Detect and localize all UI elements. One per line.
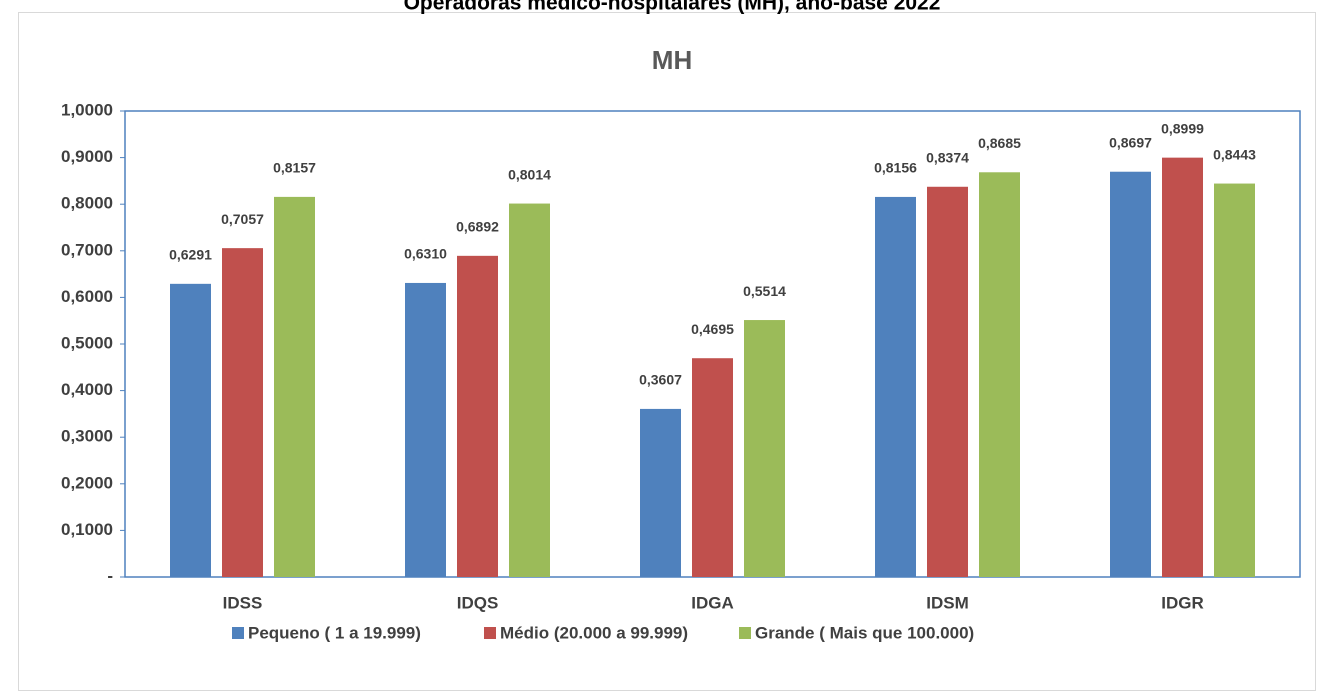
bar <box>927 186 968 577</box>
bar <box>744 320 785 577</box>
bar <box>979 172 1020 578</box>
y-tick-label: 0,5000 <box>61 333 113 352</box>
bar <box>640 408 681 577</box>
legend-label: Pequeno ( 1 a 19.999) <box>248 623 421 642</box>
value-label: 0,6291 <box>169 247 212 263</box>
bar <box>170 283 211 577</box>
y-tick-label: 1,0000 <box>61 100 113 119</box>
value-label: 0,8999 <box>1161 120 1204 136</box>
value-label: 0,3607 <box>639 372 682 388</box>
value-label: 0,8374 <box>926 149 969 165</box>
value-label: 0,8156 <box>874 160 917 176</box>
value-label: 0,6310 <box>404 246 447 262</box>
bar <box>1214 183 1255 577</box>
value-label: 0,4695 <box>691 321 734 337</box>
y-tick-label: 0,3000 <box>61 427 113 446</box>
value-label: 0,7057 <box>221 211 264 227</box>
bar <box>1110 171 1151 578</box>
x-tick-label: IDGA <box>691 593 734 612</box>
bar <box>1162 157 1203 577</box>
chart-title: MH <box>652 45 692 75</box>
y-tick-label: 0,2000 <box>61 473 113 492</box>
x-tick-label: IDSS <box>223 593 263 612</box>
y-tick-label: 0,8000 <box>61 194 113 213</box>
bar <box>457 255 498 577</box>
bar <box>222 248 263 577</box>
x-tick-label: IDGR <box>1161 593 1204 612</box>
legend-label: Grande ( Mais que 100.000) <box>755 623 974 642</box>
value-label: 0,8157 <box>273 160 316 176</box>
x-tick-label: IDSM <box>926 593 969 612</box>
bar <box>509 203 550 577</box>
x-tick-label: IDQS <box>457 593 499 612</box>
y-tick-label: 0,1000 <box>61 520 113 539</box>
y-tick-label: - <box>107 566 113 585</box>
bar <box>692 358 733 577</box>
heading: Operadoras médico-hospitalares (MH), ano… <box>404 0 941 15</box>
legend-swatch <box>484 627 496 639</box>
value-label: 0,8443 <box>1213 146 1256 162</box>
value-label: 0,8685 <box>978 135 1021 151</box>
y-tick-label: 0,9000 <box>61 147 113 166</box>
bar <box>875 196 916 577</box>
value-label: 0,5514 <box>743 283 786 299</box>
legend-swatch <box>739 627 751 639</box>
bar <box>274 196 315 578</box>
y-tick-label: 0,4000 <box>61 380 113 399</box>
legend-label: Médio (20.000 a 99.999) <box>500 623 688 642</box>
value-label: 0,8014 <box>508 166 551 182</box>
value-label: 0,6892 <box>456 219 499 235</box>
bar <box>405 282 446 577</box>
value-label: 0,8697 <box>1109 134 1152 150</box>
legend-swatch <box>232 627 244 639</box>
y-tick-label: 0,6000 <box>61 287 113 306</box>
y-tick-label: 0,7000 <box>61 240 113 259</box>
